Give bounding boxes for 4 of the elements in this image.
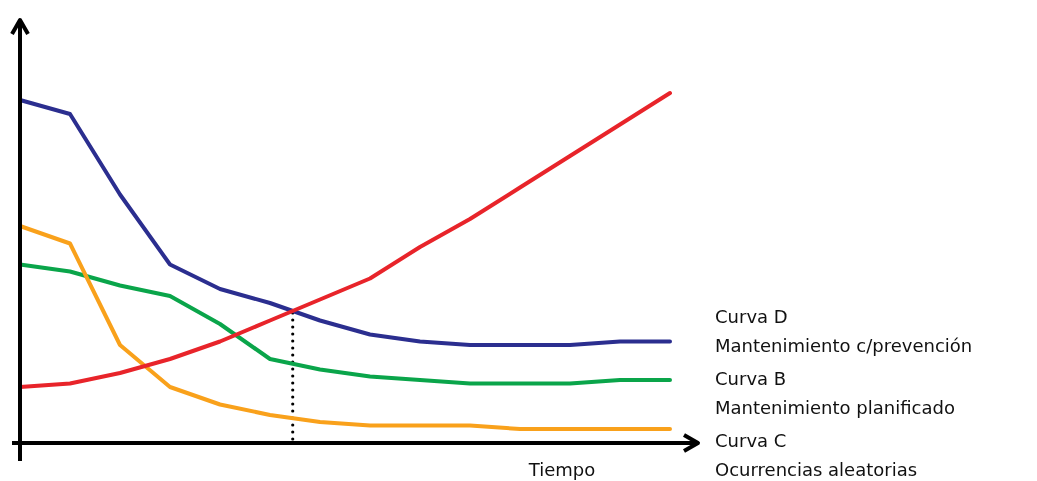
text: Curva C Ocurrencias aleatorias bbox=[715, 429, 918, 480]
text: Curva B Mantenimiento planificado bbox=[715, 367, 955, 418]
x-axis-title: Tiempo bbox=[527, 459, 596, 480]
text: Curva D Mantenimiento c/prevención bbox=[715, 305, 973, 356]
